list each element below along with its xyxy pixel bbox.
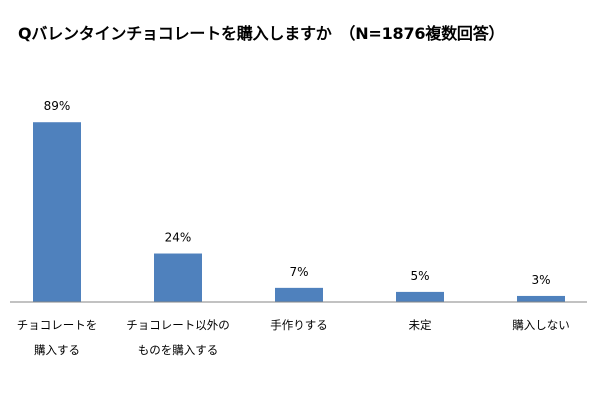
category-label-line: チョコレートを [16,318,98,332]
category-label-line: 未定 [408,318,432,332]
bar-2 [154,253,202,302]
category-label-1: チョコレートを 購入する [0,313,117,363]
data-label-4: 5% [410,269,429,283]
chart-title: Qバレンタインチョコレートを購入しますか （N=1876複数回答） [18,24,505,43]
data-label-5: 3% [531,273,550,287]
category-label-2: チョコレート以外の ものを購入する [118,313,238,363]
category-label-4: 未定 [360,313,480,338]
bar-3 [275,287,323,302]
data-label-3: 7% [289,265,308,279]
category-label-5: 購入しない [481,313,600,338]
bar-1 [33,122,81,302]
data-labels-layer: 89% 24% 7% 5% 3% [44,99,551,287]
bar-5 [517,295,565,302]
category-label-line: 購入する [34,343,80,357]
bar-4 [396,291,444,302]
category-label-line: 購入しない [512,318,570,332]
category-label-line: 手作りする [270,318,328,332]
bars-layer [33,122,565,302]
data-label-1: 89% [44,99,71,113]
category-label-line: ものを購入する [137,343,219,357]
category-label-3: 手作りする [239,313,359,338]
data-label-2: 24% [165,231,192,245]
category-label-line: チョコレート以外の [126,318,230,332]
